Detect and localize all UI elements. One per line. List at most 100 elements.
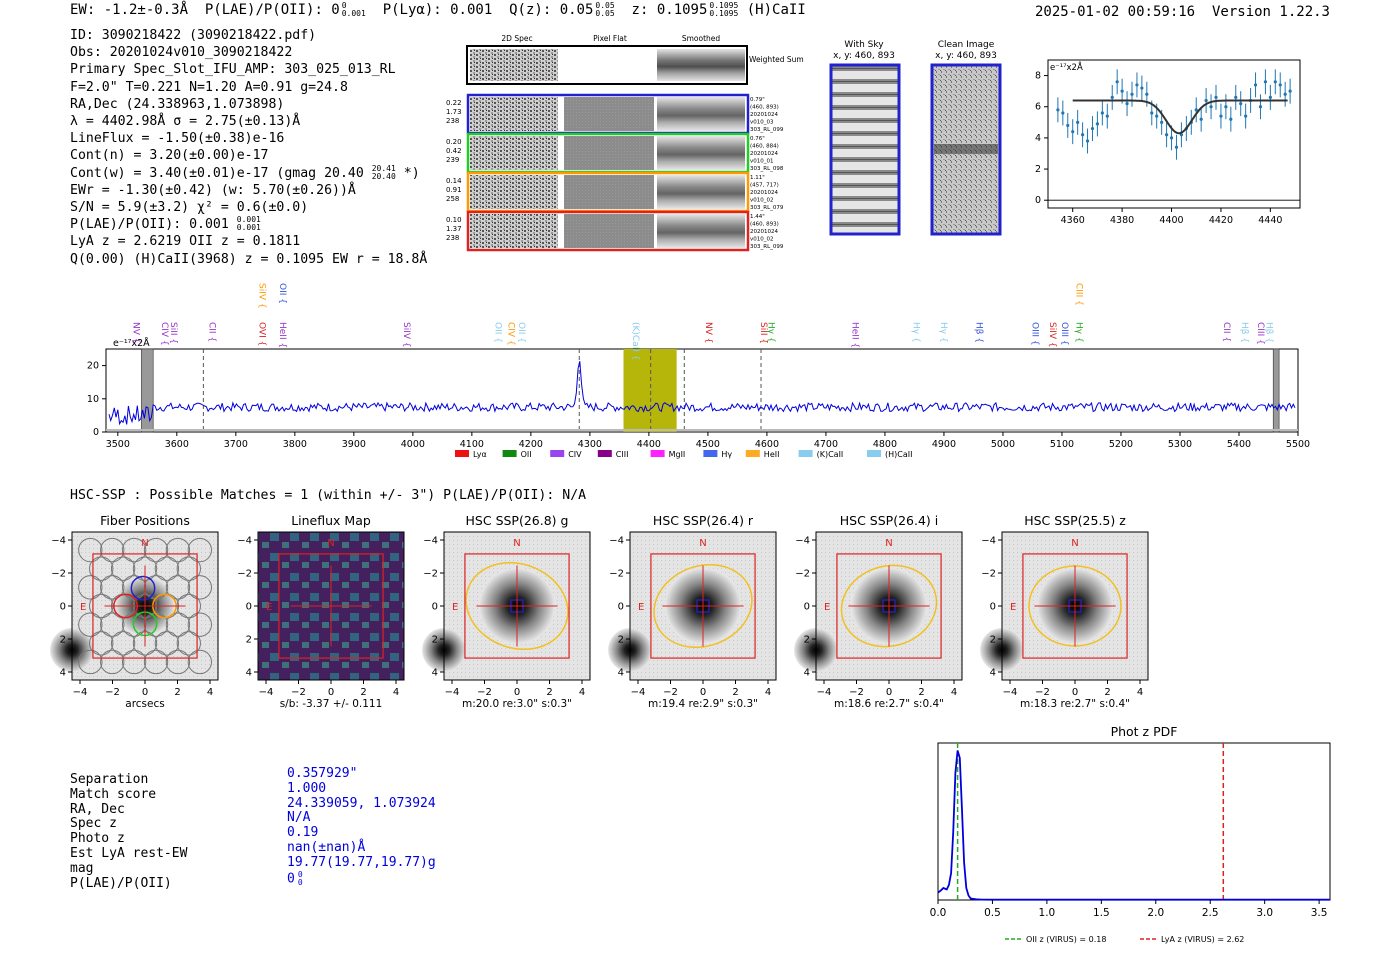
hsc-panel-title: HSC SSP(26.8) g — [466, 513, 569, 528]
compass-e: E — [266, 602, 272, 613]
header-plae: P(LAE)/P(OII): 0 — [204, 2, 340, 18]
fiber-circle — [187, 575, 213, 600]
zoom-point — [1105, 114, 1109, 118]
hsc-xtick-label: −4 — [259, 687, 274, 698]
hsc-ytick-label: 2 — [246, 635, 252, 646]
cutout-meta: 303_RL_099 — [750, 127, 784, 133]
cutout-value: 0.22 — [446, 99, 462, 107]
hsc-ytick-label: 4 — [246, 668, 252, 679]
hsc-ytick-label: 2 — [990, 635, 996, 646]
spectrum-line-label: CIII { — [1255, 322, 1265, 345]
compass-e: E — [824, 602, 830, 613]
spectrum-xtick-label: 4200 — [519, 439, 543, 450]
spectrum-line-label: HeII { — [277, 322, 287, 348]
zoom-point — [1229, 117, 1233, 121]
match-label: Est LyA rest-EW — [70, 845, 188, 861]
zoom-point — [1076, 120, 1080, 124]
zoom-point — [1209, 105, 1213, 109]
search-box — [92, 553, 198, 659]
fiber-circle — [187, 537, 213, 563]
hsc-ytick-label: −4 — [423, 536, 438, 547]
hsc-xtick-label: 0 — [514, 687, 520, 698]
spectrum-masked-band — [141, 348, 154, 433]
fiber-circle — [154, 631, 180, 656]
info-params: F=2.0" T=0.221 N=1.20 A=0.91 g=24.8 — [70, 79, 348, 95]
with-sky-xy: x, y: 460, 893 — [833, 51, 895, 61]
info-contw: Cont(w) = 3.40(±0.01)e-17 (gmag 20.40 20… — [70, 163, 427, 182]
with-sky-image — [829, 63, 901, 236]
fiber-circle — [78, 575, 103, 600]
spectrum-legend-swatch — [650, 450, 665, 457]
hsc-ytick-label: 0 — [246, 602, 252, 613]
cutout-meta: 20201024 — [750, 190, 778, 196]
hsc-ytick-label: 2 — [618, 635, 624, 646]
spectrum-line-label: SiIV { — [256, 283, 266, 309]
hsc-ytick-label: −4 — [981, 536, 996, 547]
match-value: nan(±nan)Å — [287, 839, 366, 855]
zoom-point — [1263, 80, 1268, 84]
hsc-xtick-label: 0 — [886, 687, 892, 698]
hsc-ytick-label: −4 — [795, 536, 810, 547]
zoom-point — [1174, 145, 1179, 149]
spectrum-line-label: Hγ { — [938, 322, 948, 343]
cutout-meta: 1.11" — [750, 175, 765, 181]
header-qz: Q(z): 0.05 — [509, 2, 594, 18]
hsc-xtick-label: −4 — [445, 687, 460, 698]
match-value: 19.77(19.77,19.77)g — [287, 854, 436, 870]
cutout-meta: 20201024 — [750, 151, 778, 157]
match-last-lo: 0 — [297, 877, 303, 887]
detection-info: ID: 3090218422 (3090218422.pdf) Obs: 202… — [70, 27, 427, 268]
info-q: Q(0.00) (H)CaII(3968) z = 0.1095 EW r = … — [70, 251, 428, 267]
cutout-value: 0.10 — [446, 216, 462, 224]
zoom-xtick-label: 4400 — [1159, 215, 1183, 226]
cutout-pixel-flat — [564, 97, 654, 131]
match-value: N/A — [287, 810, 311, 826]
hsc-ytick-label: 4 — [990, 668, 996, 679]
hsc-ytick-label: 2 — [432, 635, 438, 646]
hsc-panel-caption: m:18.6 re:2.7" s:0.4" — [834, 698, 944, 710]
spectrum-ytick-label: 10 — [87, 394, 99, 405]
spectrum-legend-label: Lyα — [473, 450, 487, 459]
hsc-xtick-label: −2 — [849, 687, 864, 698]
zoom-point — [1194, 108, 1198, 112]
hsc-xtick-label: 0 — [700, 687, 706, 698]
cutout-meta: (460, 893) — [750, 222, 779, 228]
zoom-ytick-label: 8 — [1035, 71, 1041, 82]
info-lineflux: LineFlux = -1.50(±0.38)e-16 — [70, 131, 285, 147]
zoom-point — [1253, 83, 1258, 87]
spectrum-line-label: NV { — [703, 322, 713, 343]
spectrum-xtick-label: 3900 — [342, 439, 366, 450]
pdf-curve — [937, 750, 1330, 901]
header-qz-lo: 0.05 — [595, 9, 615, 18]
info-contw-hi: 20.41 — [371, 163, 396, 173]
info-plae-lo: 0.001 — [236, 223, 261, 233]
header-qz-hi: 0.05 — [595, 1, 615, 10]
zoom-point — [1273, 80, 1277, 84]
cutout-meta: 303_RL_099 — [750, 244, 784, 250]
hsc-ytick-label: −4 — [237, 536, 252, 547]
hsc-xtick-label: 4 — [951, 687, 957, 698]
cutout-meta: v010_03 — [750, 120, 774, 126]
info-radec: RA,Dec (24.338963,1.073898) — [70, 96, 285, 112]
match-label: P(LAE)/P(OII) — [70, 875, 172, 891]
search-box — [650, 553, 756, 659]
hsc-ytick-label: 4 — [432, 668, 438, 679]
spectrum-line-label: NV { — [131, 322, 141, 343]
header-z-lo: 0.1095 — [709, 9, 739, 18]
spectrum-line-label: SiIV { — [401, 322, 411, 348]
match-value: 0.357929" — [287, 766, 358, 781]
hsc-ytick-label: −2 — [609, 569, 624, 580]
hsc-ytick-label: 2 — [60, 635, 66, 646]
hsc-ytick-label: 0 — [990, 602, 996, 613]
info-sn: S/N = 5.9(±3.2) χ² = 0.6(±0.0) — [70, 200, 309, 216]
fiber-circle — [100, 649, 125, 675]
cutout-meta: 20201024 — [750, 229, 778, 235]
spectrum-ytick-label: 20 — [87, 361, 99, 372]
compass-n: N — [513, 538, 520, 549]
spectrum-line-label: OII { — [492, 322, 502, 343]
spectrum-line-label: Hβ { — [973, 322, 983, 343]
cutout-value: 258 — [446, 195, 459, 203]
cutout-value: 1.73 — [446, 108, 462, 116]
match-label: Photo z — [70, 831, 125, 847]
